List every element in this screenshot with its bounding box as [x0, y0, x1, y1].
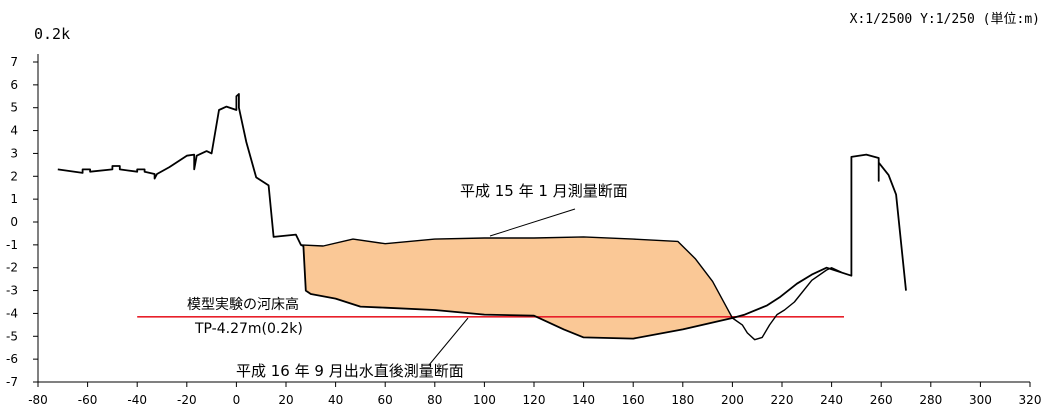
x-tick-label: 140 — [572, 393, 595, 407]
series-line-h15-survey — [57, 93, 907, 340]
x-tick-label: 200 — [721, 393, 744, 407]
y-ticks: 7 6 5 4 3 2 1 0 -1 -2 -3 -4 -5 -6 -7 — [6, 55, 38, 389]
leader-h16 — [428, 317, 469, 366]
label-h16-survey: 平成 16 年 9 月出水直後測量断面 — [236, 362, 464, 380]
x-tick-label: 220 — [771, 393, 794, 407]
y-tick-label: 2 — [10, 169, 18, 183]
x-tick-label: 100 — [473, 393, 496, 407]
y-tick-label: -2 — [6, 261, 18, 275]
x-tick-label: 320 — [1019, 393, 1042, 407]
label-model-bed-value: TP-4.27m(0.2k) — [194, 321, 303, 337]
x-tick-label: 60 — [378, 393, 393, 407]
y-tick-label: -3 — [6, 284, 18, 298]
leader-h15 — [489, 208, 576, 237]
y-tick-label: -6 — [6, 352, 18, 366]
label-model-bed-title: 模型実験の河床高 — [187, 296, 299, 313]
label-h15-survey: 平成 15 年 1 月測量断面 — [460, 182, 628, 200]
y-tick-label: -4 — [6, 306, 18, 320]
x-tick-label: 160 — [622, 393, 645, 407]
y-tick-label: 4 — [10, 124, 18, 138]
y-tick-label: 5 — [10, 101, 18, 115]
x-tick-label: 280 — [919, 393, 942, 407]
x-tick-label: 240 — [820, 393, 843, 407]
y-tick-label: 0 — [10, 215, 18, 229]
filled-section-area — [300, 236, 733, 339]
x-tick-label: -20 — [177, 393, 197, 407]
y-tick-label: 7 — [10, 55, 18, 69]
y-tick-label: -7 — [6, 375, 18, 389]
y-tick-label: -1 — [6, 238, 18, 252]
x-tick-label: 20 — [278, 393, 293, 407]
x-tick-label: -60 — [78, 393, 98, 407]
x-tick-label: -80 — [28, 393, 48, 407]
x-tick-label: 260 — [870, 393, 893, 407]
y-tick-label: 3 — [10, 146, 18, 160]
axes — [37, 54, 1030, 383]
x-tick-label: 300 — [969, 393, 992, 407]
y-tick-label: -5 — [6, 329, 18, 343]
x-tick-label: 80 — [427, 393, 442, 407]
x-ticks: -80 -60 -40 -20 0 20 40 60 80 100 120 140 160 180 200 2… — [28, 382, 1041, 407]
y-tick-label: 1 — [10, 192, 18, 206]
x-tick-label: 180 — [671, 393, 694, 407]
x-tick-label: 40 — [328, 393, 343, 407]
y-tick-label: 6 — [10, 78, 18, 92]
series-line-h16-survey — [300, 236, 842, 341]
x-tick-label: 0 — [233, 393, 241, 407]
scale-note: X:1/2500 Y:1/250 (単位:m) — [850, 11, 1040, 27]
chart-title: 0.2k — [34, 25, 70, 43]
series-lines — [57, 93, 907, 341]
x-tick-label: 120 — [523, 393, 546, 407]
area-sediment-fill — [300, 236, 733, 339]
x-tick-label: -40 — [127, 393, 147, 407]
